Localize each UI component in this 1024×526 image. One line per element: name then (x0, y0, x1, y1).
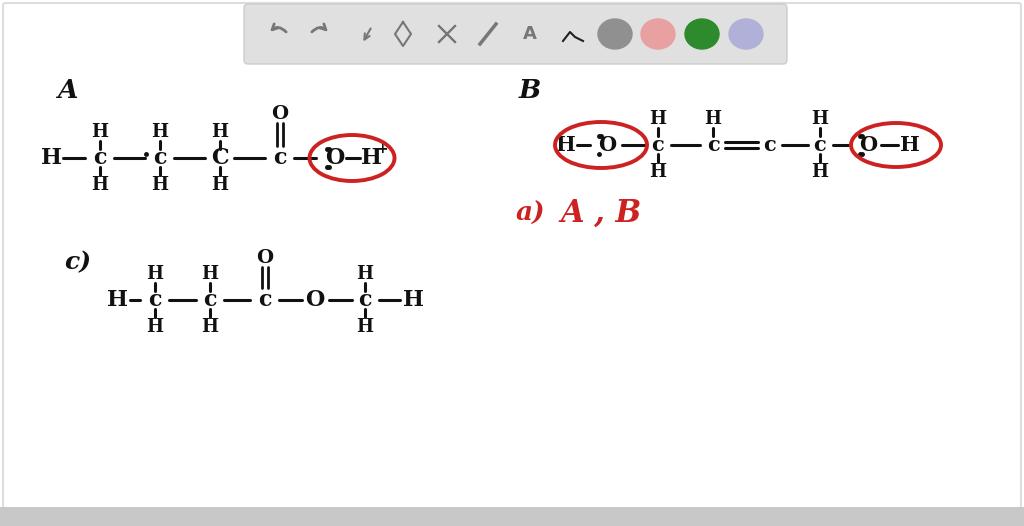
Text: H: H (152, 123, 169, 141)
FancyBboxPatch shape (244, 4, 787, 64)
Text: A: A (523, 25, 537, 43)
Text: H: H (356, 265, 374, 283)
Circle shape (565, 25, 573, 33)
Text: c: c (154, 147, 167, 169)
Text: H: H (91, 123, 109, 141)
Text: c: c (273, 147, 287, 169)
Text: c: c (358, 289, 372, 311)
FancyBboxPatch shape (3, 3, 1021, 523)
Text: H: H (556, 135, 575, 155)
Ellipse shape (685, 19, 719, 49)
Text: O: O (326, 147, 345, 169)
Text: H: H (202, 318, 218, 336)
Text: H: H (402, 289, 424, 311)
Text: H: H (212, 123, 228, 141)
Text: c: c (148, 289, 162, 311)
Text: c: c (651, 135, 665, 155)
Text: H: H (152, 176, 169, 194)
Text: H: H (42, 147, 62, 169)
Text: +: + (376, 142, 388, 156)
Text: H: H (91, 176, 109, 194)
Text: H: H (361, 147, 383, 169)
Text: A: A (56, 77, 77, 103)
Text: c: c (764, 135, 776, 155)
Text: c: c (203, 289, 217, 311)
Text: H: H (202, 265, 218, 283)
Text: O: O (305, 289, 325, 311)
Text: c: c (707, 135, 720, 155)
Ellipse shape (641, 19, 675, 49)
Text: O: O (271, 105, 289, 123)
Text: O: O (859, 135, 878, 155)
Text: A , B: A , B (560, 197, 641, 228)
Bar (0, 507, 1024, 526)
Text: c: c (814, 135, 826, 155)
Text: c: c (258, 289, 271, 311)
Text: H: H (146, 265, 164, 283)
Text: H: H (811, 110, 828, 128)
Text: H: H (356, 318, 374, 336)
Text: O: O (256, 249, 273, 267)
Text: c): c) (65, 250, 91, 274)
Text: H: H (649, 110, 667, 128)
Ellipse shape (598, 19, 632, 49)
Text: H: H (649, 163, 667, 181)
Text: H: H (811, 163, 828, 181)
Text: a): a) (516, 200, 546, 226)
Text: H: H (108, 289, 128, 311)
Text: C: C (211, 147, 228, 169)
Text: O: O (598, 135, 616, 155)
Ellipse shape (729, 19, 763, 49)
Text: c: c (93, 147, 106, 169)
Text: H: H (212, 176, 228, 194)
Text: B: B (519, 77, 541, 103)
Text: H: H (900, 135, 920, 155)
Text: H: H (146, 318, 164, 336)
Text: H: H (705, 110, 722, 128)
